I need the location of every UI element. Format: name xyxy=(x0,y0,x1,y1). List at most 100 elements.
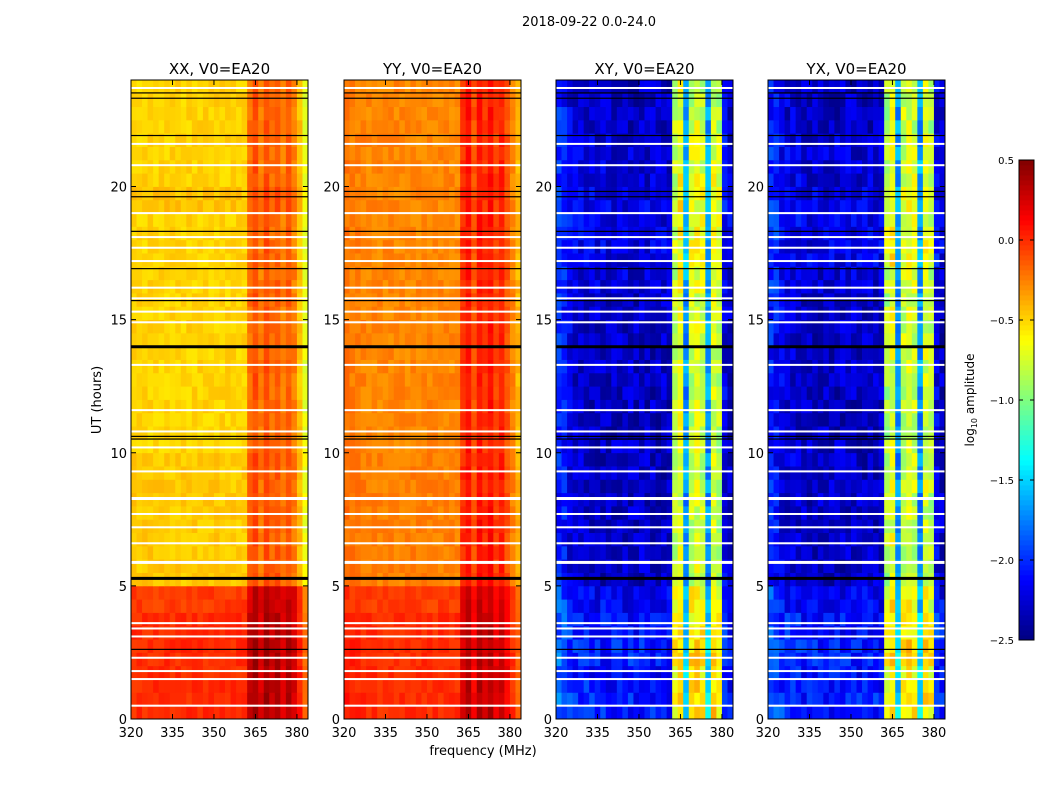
heatmap-cell xyxy=(917,652,924,667)
heatmap-cell xyxy=(705,239,712,254)
heatmap-cell xyxy=(482,665,489,680)
heatmap-cell xyxy=(694,386,701,400)
heatmap-cell xyxy=(263,625,270,640)
heatmap-cell xyxy=(683,452,690,467)
heatmap-cell xyxy=(377,639,384,653)
heatmap-cell xyxy=(241,625,248,640)
heatmap-cell xyxy=(699,159,706,174)
heatmap-cell xyxy=(382,519,389,534)
heatmap-cell xyxy=(594,146,601,161)
heatmap-cell xyxy=(779,639,785,653)
heatmap-cell xyxy=(806,692,813,707)
heatmap-cell xyxy=(388,239,395,254)
heatmap-cell xyxy=(142,612,148,627)
heatmap-cell xyxy=(291,346,298,360)
heatmap-cell xyxy=(302,293,309,307)
heatmap-cell xyxy=(633,426,640,440)
heatmap-cell xyxy=(236,705,243,720)
heatmap-cell xyxy=(443,213,450,227)
heatmap-cell xyxy=(644,652,651,667)
heatmap-cell xyxy=(136,519,143,534)
heatmap-cell xyxy=(716,439,723,454)
heatmap-cell xyxy=(421,253,428,267)
heatmap-cell xyxy=(197,239,204,254)
heatmap-cell xyxy=(895,679,902,693)
heatmap-cell xyxy=(404,332,411,347)
heatmap-cell xyxy=(677,705,684,720)
heatmap-cell xyxy=(578,479,585,494)
heatmap-cell xyxy=(644,80,651,94)
heatmap-cell xyxy=(594,559,601,573)
heatmap-cell xyxy=(622,705,629,720)
heatmap-cell xyxy=(186,372,193,387)
heatmap-cell xyxy=(504,213,511,227)
heatmap-cell xyxy=(666,359,673,374)
heatmap-cell xyxy=(432,545,439,560)
heatmap-cell xyxy=(247,612,254,627)
heatmap-cell xyxy=(476,119,483,134)
heatmap-cell xyxy=(263,199,270,214)
heatmap-cell xyxy=(208,293,215,307)
heatmap-cell xyxy=(567,466,573,480)
heatmap-cell xyxy=(471,612,478,627)
heatmap-cell xyxy=(622,479,629,494)
heatmap-cell xyxy=(677,452,684,467)
heatmap-cell xyxy=(460,679,467,693)
heatmap-cell xyxy=(460,293,467,307)
heatmap-cell xyxy=(699,506,706,520)
heatmap-cell xyxy=(600,559,607,573)
heatmap-cell xyxy=(263,452,270,467)
heatmap-cell xyxy=(638,532,645,547)
heatmap-cell xyxy=(661,119,668,134)
heatmap-cell xyxy=(561,612,568,627)
heatmap-cell xyxy=(721,639,728,653)
heatmap-cell xyxy=(487,386,494,400)
heatmap-cell xyxy=(509,306,516,321)
heatmap-cell xyxy=(688,386,695,400)
heatmap-cell xyxy=(672,412,679,427)
heatmap-cell xyxy=(727,612,734,627)
heatmap-cell xyxy=(655,399,662,414)
heatmap-cell xyxy=(377,612,384,627)
heatmap-cell xyxy=(269,119,276,134)
heatmap-cell xyxy=(404,479,411,494)
heatmap-cell xyxy=(567,585,573,600)
heatmap-cell xyxy=(790,665,797,680)
heatmap-cell xyxy=(638,346,645,360)
heatmap-cell xyxy=(504,279,511,294)
heatmap-cell xyxy=(197,359,204,374)
heatmap-cell xyxy=(487,665,494,680)
heatmap-cell xyxy=(699,106,706,121)
heatmap-cell xyxy=(498,599,505,613)
heatmap-cell xyxy=(355,705,361,720)
heatmap-cell xyxy=(202,705,209,720)
heatmap-cell xyxy=(382,359,389,374)
heatmap-cell xyxy=(131,173,137,187)
heatmap-cell xyxy=(476,199,483,214)
heatmap-cell xyxy=(426,519,433,534)
heatmap-cell xyxy=(180,133,187,147)
heatmap-cell xyxy=(515,266,522,281)
heatmap-cell xyxy=(594,426,601,440)
heatmap-cell xyxy=(655,612,662,627)
heatmap-cell xyxy=(202,346,209,360)
heatmap-cell xyxy=(415,559,422,573)
heatmap-cell xyxy=(285,399,292,414)
heatmap-cell xyxy=(208,93,215,108)
heatmap-cell xyxy=(716,386,723,400)
heatmap-cell xyxy=(449,372,456,387)
heatmap-cell xyxy=(705,173,712,187)
heatmap-cell xyxy=(175,346,182,360)
heatmap-cell xyxy=(366,612,373,627)
heatmap-cell xyxy=(153,652,160,667)
heatmap-cell xyxy=(683,532,690,547)
heatmap-cell xyxy=(460,359,467,374)
heatmap-cell xyxy=(727,665,734,680)
heatmap-cell xyxy=(393,585,400,600)
heatmap-cell xyxy=(219,146,226,161)
heatmap-cell xyxy=(219,372,226,387)
heatmap-cell xyxy=(147,679,154,693)
heatmap-cell xyxy=(705,585,712,600)
heatmap-cell xyxy=(355,386,361,400)
heatmap-cell xyxy=(393,692,400,707)
